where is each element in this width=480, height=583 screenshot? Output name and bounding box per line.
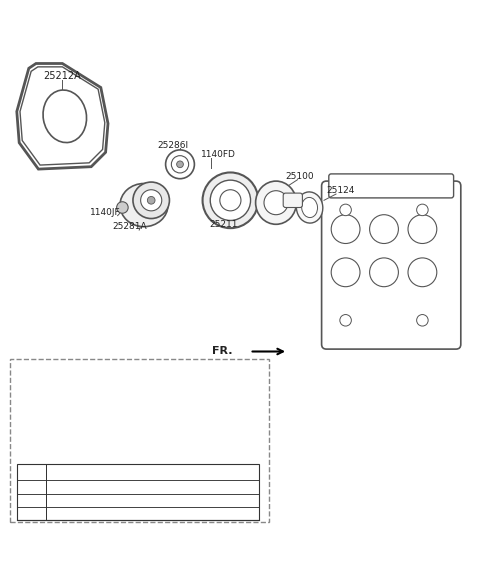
Text: AC: AC xyxy=(39,430,52,441)
Text: 25286I: 25286I xyxy=(157,141,188,150)
Text: 25211: 25211 xyxy=(209,220,238,229)
Circle shape xyxy=(203,173,258,228)
Text: CS: CS xyxy=(140,428,153,438)
Ellipse shape xyxy=(43,90,86,143)
Circle shape xyxy=(133,182,169,219)
Ellipse shape xyxy=(331,215,360,244)
Text: WATER PUMP: WATER PUMP xyxy=(50,489,109,498)
Ellipse shape xyxy=(296,192,323,223)
Circle shape xyxy=(417,315,428,326)
Circle shape xyxy=(117,202,128,213)
Ellipse shape xyxy=(301,198,318,217)
Circle shape xyxy=(23,412,69,459)
Circle shape xyxy=(205,422,232,449)
Text: 25281A: 25281A xyxy=(112,222,147,231)
Circle shape xyxy=(141,189,162,211)
Text: WP: WP xyxy=(110,385,125,395)
Circle shape xyxy=(340,204,351,216)
Circle shape xyxy=(264,191,288,215)
FancyBboxPatch shape xyxy=(283,193,302,208)
FancyBboxPatch shape xyxy=(329,174,454,198)
Circle shape xyxy=(177,161,183,168)
Text: CRANKSHAFT: CRANKSHAFT xyxy=(50,503,110,511)
Circle shape xyxy=(220,189,241,211)
Circle shape xyxy=(417,204,428,216)
Circle shape xyxy=(166,150,194,179)
Text: AN: AN xyxy=(25,462,37,471)
Text: 1140FD: 1140FD xyxy=(201,150,236,159)
Text: AC: AC xyxy=(25,476,37,484)
FancyBboxPatch shape xyxy=(322,181,461,349)
Text: AIR CON COMPRESSOR: AIR CON COMPRESSOR xyxy=(50,476,154,484)
Ellipse shape xyxy=(408,215,437,244)
Text: WP: WP xyxy=(24,489,38,498)
Text: 1140JF: 1140JF xyxy=(90,208,121,217)
Text: 25212A: 25212A xyxy=(44,72,81,82)
Circle shape xyxy=(340,315,351,326)
Ellipse shape xyxy=(255,181,296,224)
Ellipse shape xyxy=(120,184,168,227)
Text: CS: CS xyxy=(25,503,37,511)
FancyBboxPatch shape xyxy=(10,359,269,522)
Circle shape xyxy=(171,156,189,173)
Text: 25100: 25100 xyxy=(286,172,314,181)
Circle shape xyxy=(147,196,155,204)
Ellipse shape xyxy=(370,215,398,244)
Text: AN: AN xyxy=(211,430,226,441)
Ellipse shape xyxy=(408,258,437,287)
Ellipse shape xyxy=(331,258,360,287)
Circle shape xyxy=(119,405,174,461)
FancyBboxPatch shape xyxy=(17,464,259,521)
Text: FR.: FR. xyxy=(212,346,233,356)
Text: 25124: 25124 xyxy=(326,186,355,195)
Ellipse shape xyxy=(370,258,398,287)
Circle shape xyxy=(95,367,141,413)
Text: ALTERNATOR: ALTERNATOR xyxy=(50,462,108,471)
Circle shape xyxy=(210,180,251,220)
